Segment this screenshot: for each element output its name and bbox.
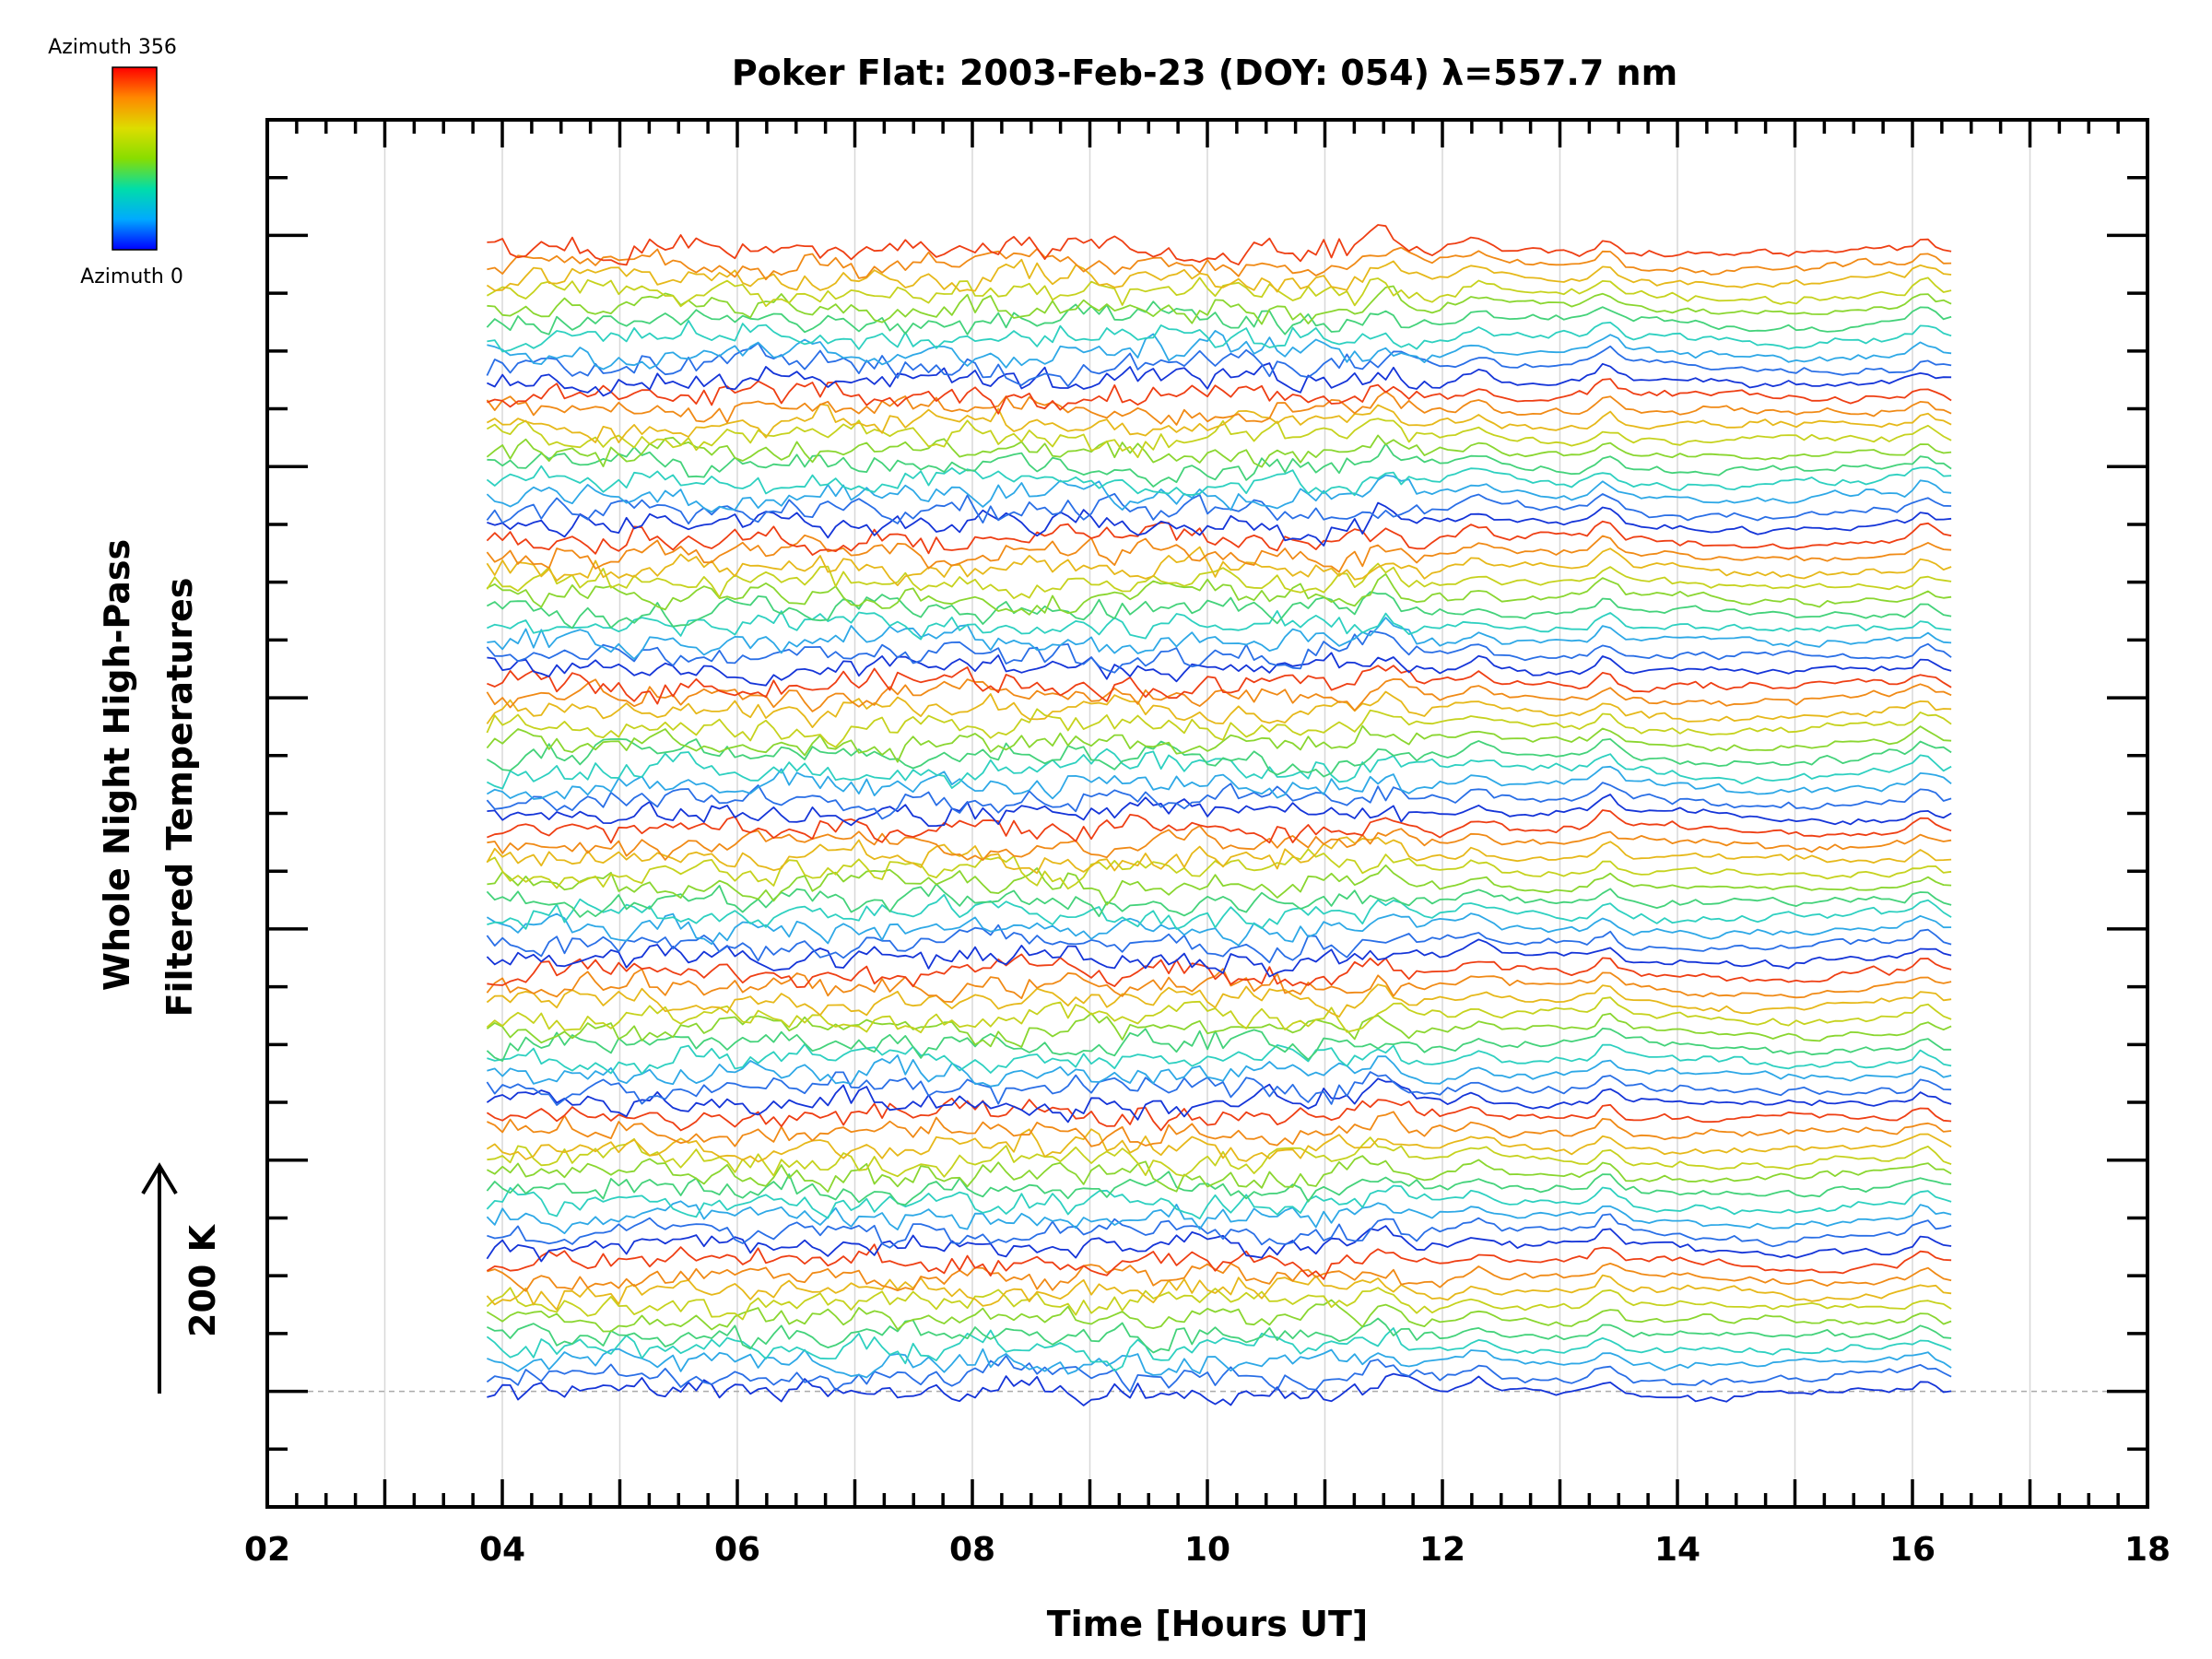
trace-line	[486, 836, 1952, 875]
trace-line	[487, 1213, 1952, 1249]
trace-line	[486, 1287, 1952, 1321]
trace-line	[486, 276, 1952, 308]
trace-line	[486, 465, 1952, 497]
scale-arrow	[141, 1162, 178, 1394]
trace-line	[486, 492, 1952, 525]
trace-line	[487, 665, 1952, 705]
trace-line	[486, 883, 1952, 918]
trace-line	[486, 1171, 1952, 1206]
trace-line	[486, 782, 1952, 820]
trace-line	[486, 1077, 1952, 1124]
trace-line	[486, 591, 1952, 629]
x-tick-label: 12	[1419, 1531, 1465, 1569]
x-axis-label: Time [Hours UT]	[1047, 1604, 1369, 1644]
x-tick-label: 02	[244, 1531, 290, 1569]
trace-line	[487, 246, 1952, 281]
trace-line	[486, 1097, 1952, 1132]
trace-line	[486, 300, 1952, 335]
trace-line	[486, 738, 1952, 778]
trace-line	[486, 520, 1952, 556]
trace-line	[486, 1327, 1952, 1372]
trace-line	[486, 924, 1952, 964]
trace-line	[487, 1111, 1952, 1147]
trace-line	[487, 1347, 1952, 1379]
trace-line	[487, 329, 1952, 371]
trace-line	[487, 285, 1952, 325]
trace-line	[486, 912, 1952, 947]
trace-line	[486, 1128, 1952, 1163]
x-tick-label: 14	[1654, 1531, 1700, 1569]
trace-line	[486, 724, 1952, 763]
scale-label: 200 K	[182, 1223, 223, 1337]
y-axis-label-line1: Whole Night High-Pass	[97, 539, 137, 991]
x-tick-label: 06	[714, 1531, 760, 1569]
trace-line	[486, 1274, 1952, 1311]
x-tick-label: 04	[479, 1531, 525, 1569]
trace-line	[486, 630, 1952, 674]
trace-line	[486, 1200, 1952, 1235]
trace-line	[486, 938, 1952, 978]
trace-line	[486, 708, 1952, 748]
trace-line	[487, 825, 1952, 861]
traces	[486, 224, 1952, 1406]
trace-line	[486, 678, 1952, 712]
x-tick-labels: 02 04 06 08 10 12 14 16 18	[244, 1531, 2171, 1569]
trace-line	[487, 610, 1952, 641]
trace-line	[486, 390, 1952, 426]
trace-line	[487, 617, 1952, 660]
trace-line	[487, 224, 1952, 266]
trace-line	[487, 809, 1952, 844]
trace-line	[486, 765, 1952, 800]
trace-line	[487, 362, 1952, 397]
trace-line	[486, 434, 1952, 468]
trace-line	[487, 501, 1952, 547]
x-tick-label: 18	[2124, 1531, 2171, 1569]
trace-line	[487, 864, 1952, 906]
trace-line	[486, 968, 1952, 1003]
chart-title: Poker Flat: 2003-Feb-23 (DOY: 054) λ=557…	[732, 53, 1677, 93]
x-tick-label: 10	[1184, 1531, 1230, 1569]
trace-line	[486, 546, 1952, 586]
trace-line	[487, 652, 1952, 687]
trace-line	[487, 1263, 1952, 1292]
trace-line	[487, 1317, 1952, 1354]
trace-line	[486, 1028, 1952, 1062]
y-axis-label-line2: Filtered Temperatures	[159, 578, 200, 1018]
trace-line	[487, 1054, 1952, 1088]
trace-line	[486, 403, 1952, 444]
trace-line	[486, 1155, 1952, 1193]
trace-line	[486, 747, 1952, 790]
trace-line	[486, 534, 1952, 573]
trace-line	[487, 953, 1952, 988]
trace-line	[486, 572, 1952, 616]
trace-line	[487, 893, 1952, 930]
x-tick-label: 16	[1889, 1531, 1936, 1569]
trace-line	[486, 1299, 1952, 1333]
trace-line	[487, 794, 1952, 828]
trace-line	[487, 1372, 1952, 1406]
x-tick-label: 08	[949, 1531, 995, 1569]
trace-line	[486, 474, 1952, 513]
trace-line	[486, 1355, 1952, 1393]
scale-arrow-head	[141, 1162, 178, 1195]
trace-line	[486, 1243, 1952, 1280]
colorbar-min-label: Azimuth 0	[80, 265, 183, 288]
trace-line	[487, 1136, 1952, 1178]
trace-line	[486, 1225, 1952, 1263]
axis-ticks	[265, 120, 2149, 1507]
trace-line	[486, 983, 1952, 1018]
trace-line	[487, 442, 1952, 488]
trace-line	[486, 258, 1952, 293]
trace-line	[486, 996, 1952, 1034]
trace-line	[487, 1043, 1952, 1075]
colorbar	[112, 66, 158, 251]
trace-line	[486, 1012, 1952, 1048]
trace-line	[486, 690, 1952, 728]
trace-line	[487, 319, 1952, 353]
trace-line	[486, 1184, 1952, 1220]
colorbar-max-label: Azimuth 356	[48, 36, 177, 59]
trace-line	[486, 342, 1952, 388]
trace-line	[486, 1071, 1952, 1106]
